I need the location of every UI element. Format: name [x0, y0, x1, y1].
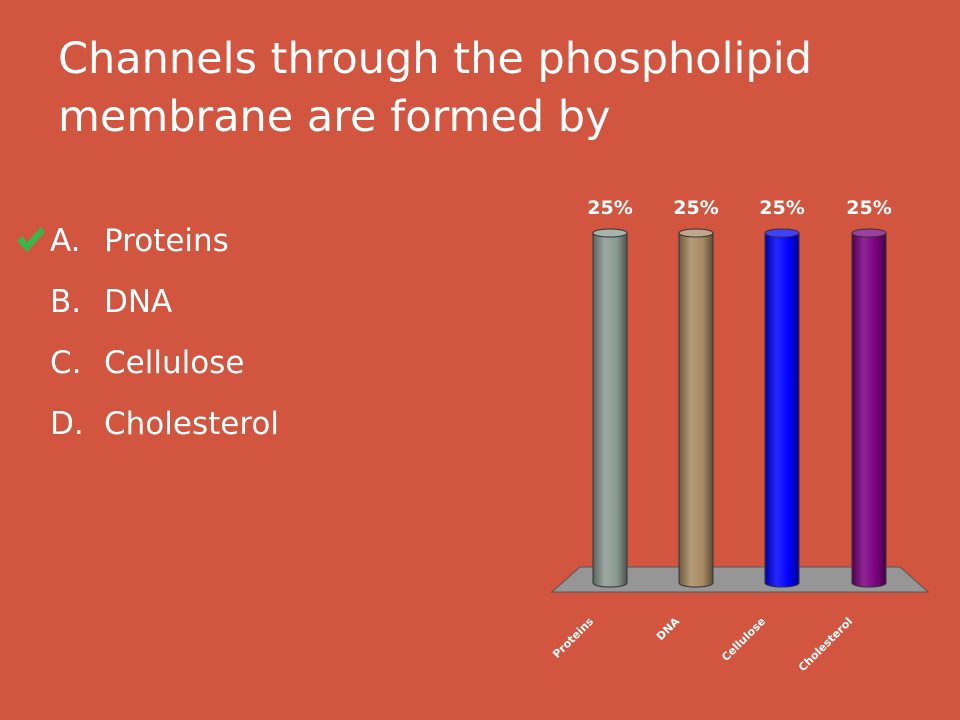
- category-label-dna: DNA: [654, 615, 683, 644]
- bar-cap-proteins: [592, 228, 628, 238]
- answer-text: DNA: [104, 284, 173, 320]
- value-label-cholesterol: 25%: [846, 197, 891, 219]
- bar-dna: [678, 232, 714, 588]
- value-label-proteins: 25%: [587, 197, 632, 219]
- answer-c[interactable]: C. Cellulose: [50, 334, 279, 395]
- answer-text: Proteins: [104, 223, 229, 259]
- category-label-cholesterol: Cholesterol: [796, 615, 855, 674]
- slide-title: Channels through the phospholipid membra…: [58, 34, 813, 142]
- answer-text: Cellulose: [104, 345, 245, 381]
- category-label-cellulose: Cellulose: [719, 615, 768, 664]
- answer-letter: B.: [50, 284, 82, 320]
- answer-d[interactable]: D. Cholesterol: [50, 395, 279, 456]
- bar-cap-dna: [678, 228, 714, 238]
- value-label-dna: 25%: [673, 197, 718, 219]
- bar-cholesterol: [851, 232, 887, 588]
- chart-floor: [550, 566, 930, 593]
- bar-cap-cellulose: [764, 228, 800, 238]
- answer-letter: D.: [50, 406, 84, 442]
- bar-cap-cholesterol: [851, 228, 887, 238]
- answer-letter: A.: [50, 223, 81, 259]
- answer-a[interactable]: A. Proteins: [17, 212, 279, 273]
- answer-letter: C.: [50, 345, 82, 381]
- answer-list: A. Proteins B. DNA C. Cellulose D. Cholester…: [17, 212, 279, 456]
- category-label-proteins: Proteins: [550, 615, 596, 661]
- bar-proteins: [592, 232, 628, 588]
- value-label-cellulose: 25%: [759, 197, 804, 219]
- bar-cellulose: [764, 232, 800, 588]
- checkmark-icon: [17, 227, 45, 252]
- answer-text: Cholesterol: [104, 406, 279, 442]
- answer-b[interactable]: B. DNA: [50, 273, 279, 334]
